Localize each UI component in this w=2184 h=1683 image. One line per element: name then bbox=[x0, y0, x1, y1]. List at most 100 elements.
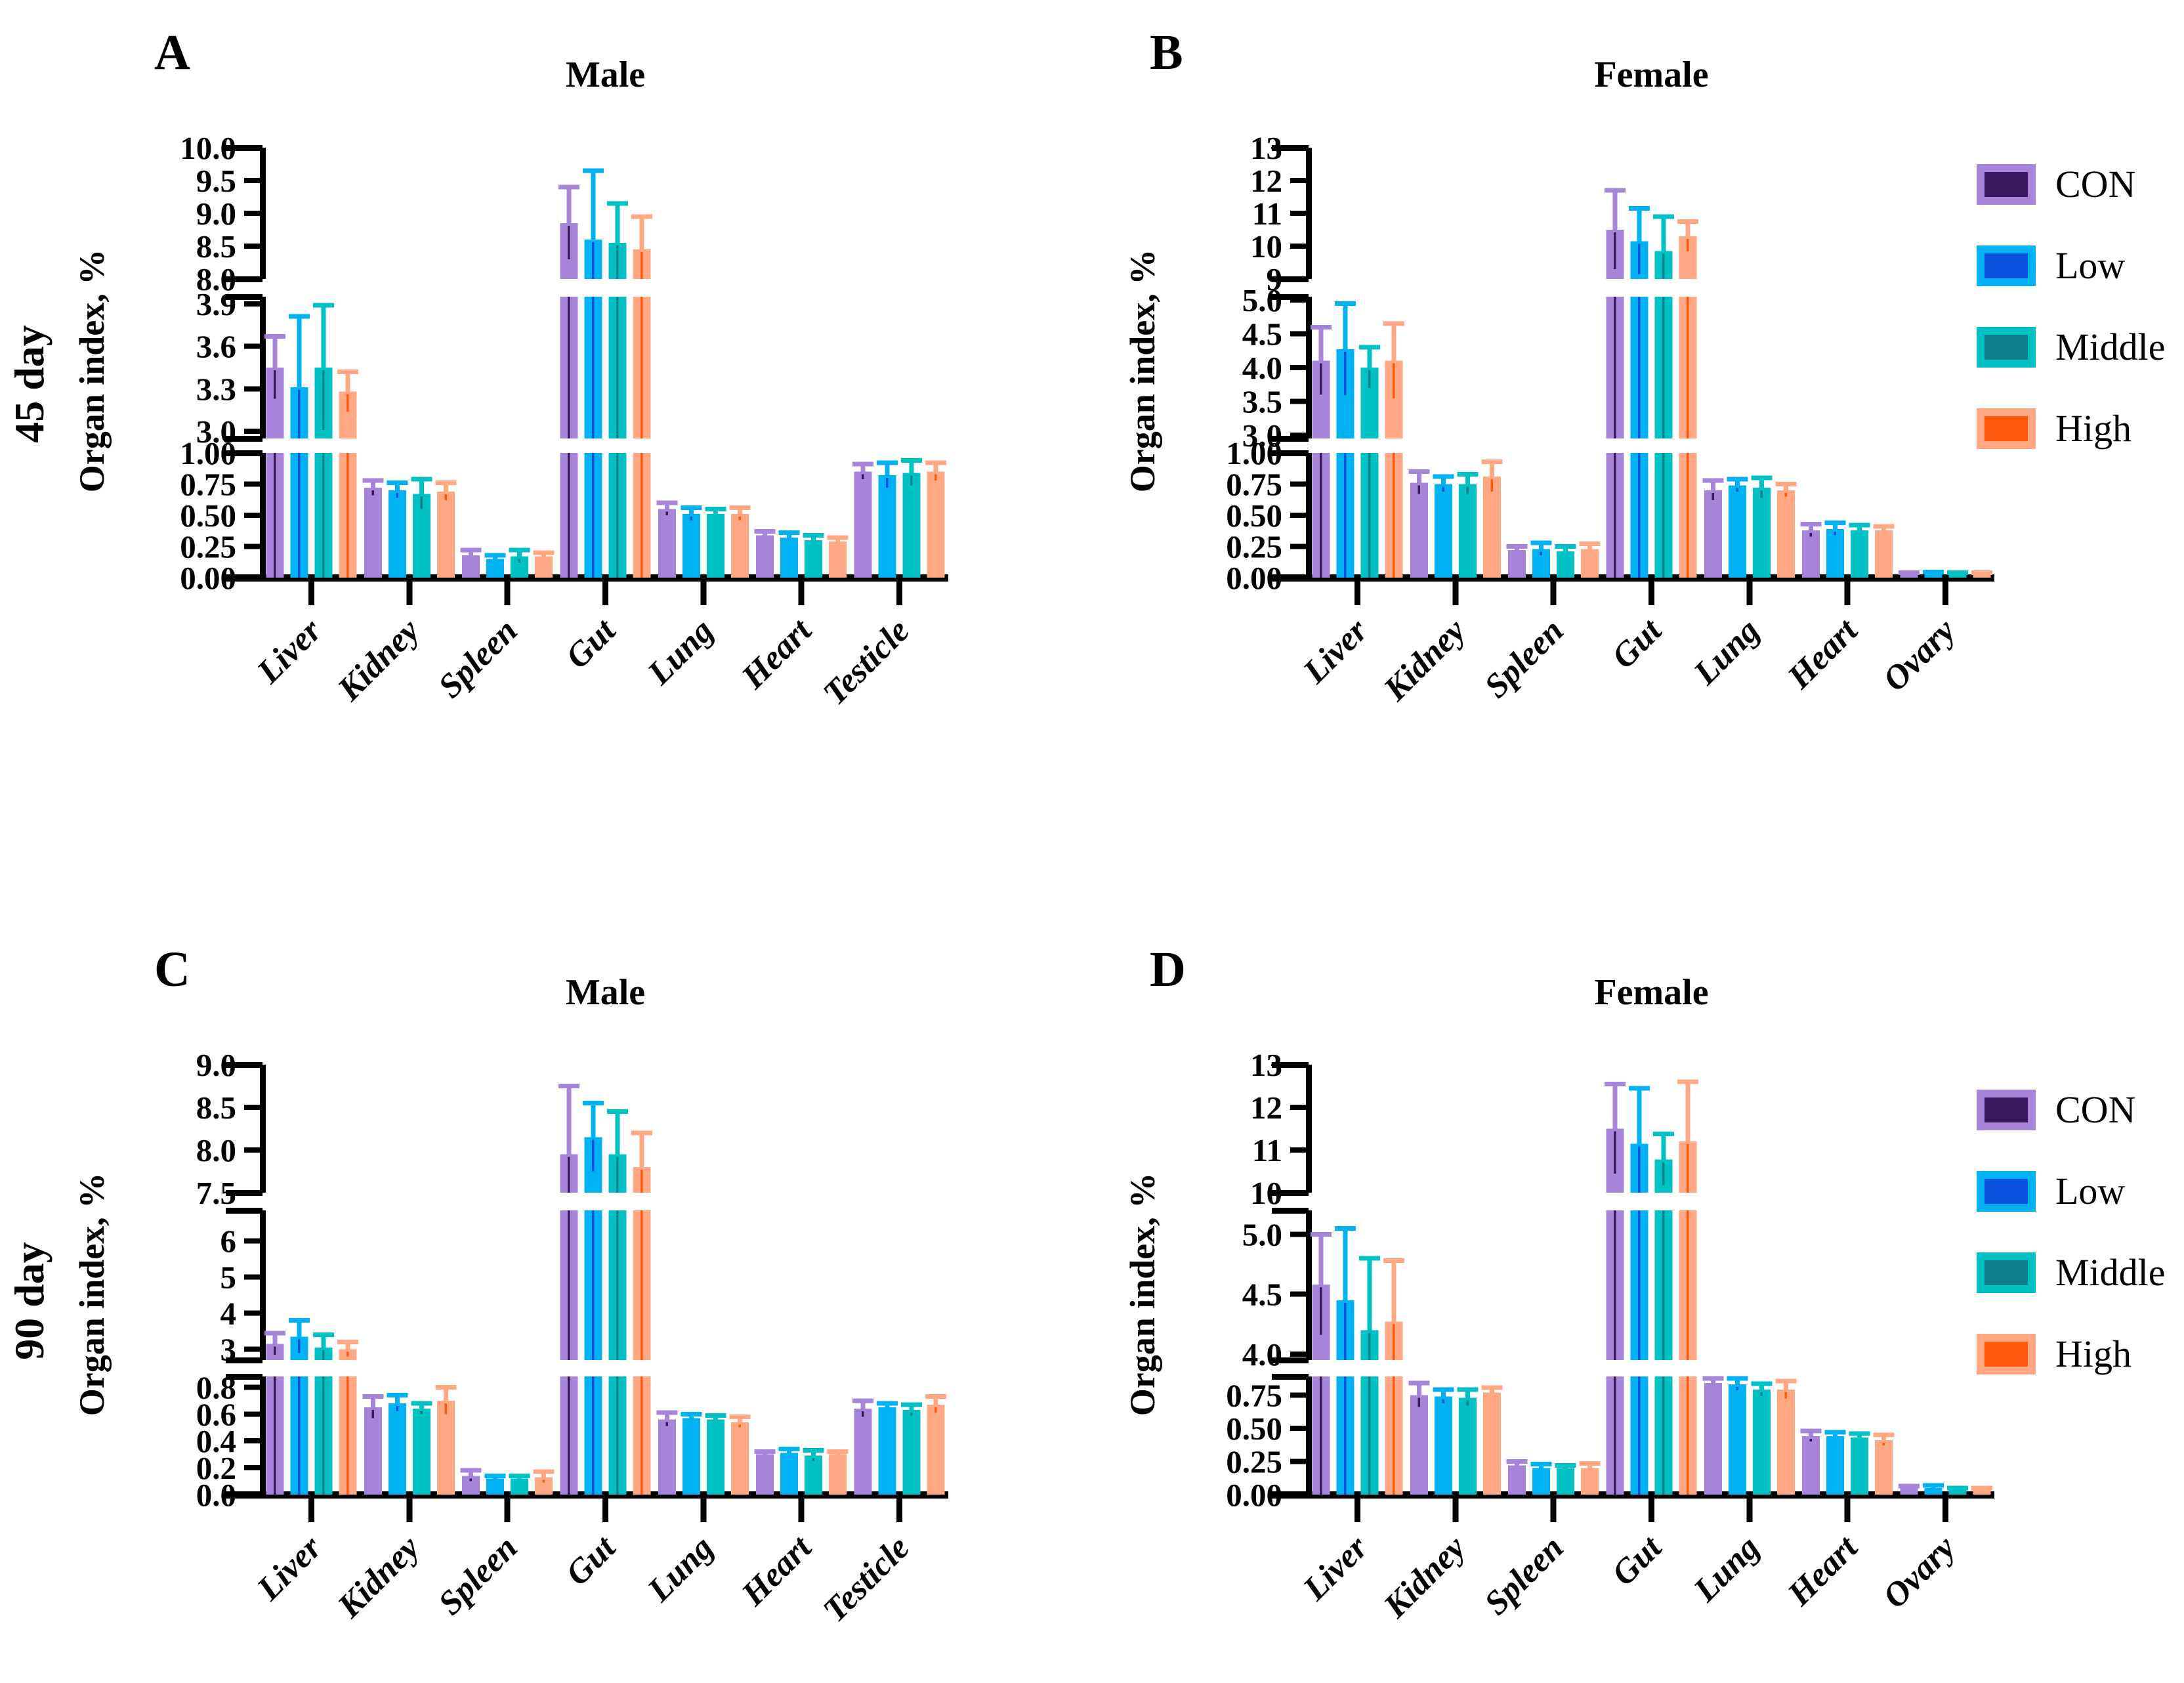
panel-letter: C bbox=[154, 942, 190, 997]
error-cap bbox=[925, 460, 946, 465]
error-whisker bbox=[272, 1332, 278, 1344]
bar-error-line bbox=[1344, 453, 1347, 578]
y-tick-label: 3.9 bbox=[196, 286, 236, 322]
bar bbox=[1776, 1390, 1795, 1495]
y-tick-label: 9.0 bbox=[196, 196, 236, 232]
error-cap bbox=[900, 1402, 922, 1407]
error-cap bbox=[729, 1414, 751, 1419]
y-axis-segment bbox=[260, 148, 266, 279]
x-tick bbox=[308, 582, 315, 605]
bar bbox=[436, 1400, 455, 1495]
error-whisker bbox=[1539, 542, 1544, 549]
bar bbox=[682, 514, 700, 578]
error-cap bbox=[1530, 540, 1552, 545]
bar-error-line bbox=[346, 1352, 349, 1357]
error-cap bbox=[1555, 1463, 1576, 1468]
bar-error-line bbox=[322, 1376, 325, 1495]
bar-error-line bbox=[1662, 453, 1665, 578]
y-tick bbox=[1290, 1459, 1309, 1464]
y-tick bbox=[244, 1190, 262, 1195]
y-tick bbox=[244, 1346, 262, 1352]
bar-error-line bbox=[1809, 1439, 1813, 1442]
bar-error-line bbox=[592, 297, 595, 438]
y-tick bbox=[244, 543, 262, 549]
y-axis-label: Organ index, % bbox=[72, 1173, 112, 1417]
y-tick bbox=[244, 244, 262, 249]
error-cap bbox=[803, 1448, 824, 1453]
bar-error-line bbox=[1882, 1443, 1885, 1446]
bar bbox=[829, 541, 847, 578]
y-tick-label: 12 bbox=[1250, 163, 1282, 199]
error-whisker bbox=[1343, 1228, 1348, 1300]
y-tick-label: 10.0 bbox=[180, 130, 236, 166]
y-tick-label: 4.5 bbox=[1242, 1277, 1282, 1313]
y-tick-label: 12 bbox=[1250, 1090, 1282, 1126]
bar-error-line bbox=[861, 1411, 864, 1417]
y-axis-segment bbox=[1306, 1210, 1312, 1360]
error-cap bbox=[1457, 471, 1479, 477]
error-cap bbox=[1898, 570, 1920, 575]
bar-error-line bbox=[1614, 1376, 1616, 1495]
y-tick-label: 4 bbox=[220, 1296, 237, 1332]
error-cap bbox=[1311, 324, 1332, 330]
x-category-label: Heart bbox=[1780, 611, 1866, 696]
y-tick-label: 9.0 bbox=[196, 1047, 236, 1083]
bar-error-line bbox=[1712, 493, 1714, 501]
bar bbox=[1973, 1489, 1991, 1495]
error-whisker bbox=[1833, 522, 1838, 529]
bar bbox=[511, 1478, 529, 1495]
error-whisker bbox=[1391, 324, 1396, 361]
bar-error-line bbox=[1638, 1146, 1641, 1193]
bar-error-line bbox=[568, 453, 570, 578]
bar-error-line bbox=[1540, 551, 1543, 555]
bar-error-line bbox=[1687, 1210, 1689, 1360]
bar bbox=[1948, 1489, 1967, 1495]
x-category-label: Lung bbox=[640, 612, 721, 692]
error-cap bbox=[876, 1401, 898, 1406]
y-tick bbox=[244, 1384, 262, 1390]
x-axis bbox=[1272, 574, 1994, 582]
bar bbox=[1581, 1468, 1599, 1495]
bar-error-line bbox=[396, 493, 398, 498]
error-cap bbox=[1629, 206, 1650, 211]
y-tick-label: 0.4 bbox=[196, 1423, 236, 1459]
x-category-label: Lung bbox=[640, 1529, 721, 1609]
bar bbox=[486, 1478, 505, 1495]
x-category-label: Heart bbox=[734, 1528, 820, 1613]
error-whisker bbox=[1465, 1390, 1470, 1398]
bar bbox=[1900, 1487, 1918, 1495]
y-tick bbox=[1290, 244, 1309, 249]
y-tick-label: 10 bbox=[1250, 228, 1282, 265]
x-category-label: Liver bbox=[249, 1529, 329, 1608]
error-cap bbox=[313, 1332, 335, 1338]
error-whisker bbox=[1783, 484, 1788, 490]
bar-error-line bbox=[568, 226, 570, 259]
legend-label: CON bbox=[2055, 163, 2136, 205]
bar bbox=[1458, 1397, 1477, 1495]
bar-error-line bbox=[592, 453, 595, 578]
error-cap bbox=[1775, 482, 1797, 486]
bar bbox=[1410, 482, 1428, 578]
bar-error-line bbox=[616, 245, 619, 279]
error-cap bbox=[1800, 521, 1822, 526]
bar bbox=[1557, 551, 1575, 578]
x-category-label: Liver bbox=[249, 612, 329, 691]
row-label: 45 day bbox=[6, 325, 52, 443]
error-cap bbox=[1605, 188, 1626, 193]
bar bbox=[1948, 574, 1967, 578]
x-category-label: Testicle bbox=[816, 1529, 917, 1629]
x-category-label: Testicle bbox=[816, 612, 917, 712]
error-whisker bbox=[321, 305, 326, 368]
error-cap bbox=[656, 1410, 678, 1415]
y-axis-label: Organ index, % bbox=[1123, 249, 1162, 493]
bar-error-line bbox=[910, 1413, 913, 1416]
bar-error-line bbox=[1466, 486, 1469, 494]
error-whisker bbox=[1637, 208, 1642, 242]
error-cap bbox=[631, 1130, 652, 1136]
bar-error-line bbox=[665, 511, 668, 515]
error-cap bbox=[533, 1469, 555, 1474]
bar-error-line bbox=[1320, 1287, 1322, 1335]
x-category-label: Gut bbox=[1605, 611, 1670, 676]
error-whisker bbox=[1612, 1084, 1618, 1129]
bar bbox=[462, 555, 480, 578]
